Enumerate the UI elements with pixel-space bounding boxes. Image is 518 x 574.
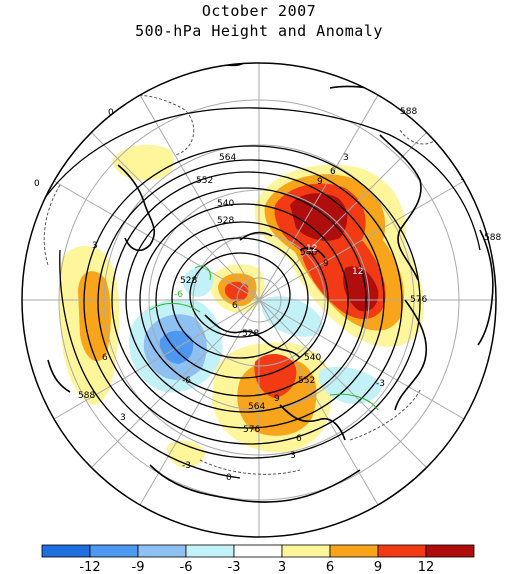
map-disk (22, 63, 496, 537)
anomaly-label: -3 (376, 379, 385, 389)
anomaly-label: 0 (108, 108, 114, 118)
height-label: 552 (298, 376, 315, 386)
colorbar-swatch (425, 544, 475, 558)
height-label: 588 (484, 233, 501, 243)
positive-anomaly-north-america (166, 342, 332, 468)
colorbar-label: 6 (326, 560, 334, 574)
colorbar-swatches (41, 544, 475, 558)
anomaly-label: 6 (232, 301, 238, 311)
height-label: 576 (243, 425, 260, 435)
anomaly-labels: 0 0 0 -3 -6 -6 3 6 3 6 9 12 12 9 9 6 6 3… (34, 108, 385, 483)
colorbar-label: 9 (374, 560, 382, 574)
height-label: 564 (219, 153, 236, 163)
anomaly-label: 3 (290, 451, 296, 461)
height-label: 528 (217, 216, 234, 226)
colorbar-labels: -12 -9 -6 -3 3 6 9 12 (79, 560, 434, 574)
anomaly-label: 6 (102, 353, 108, 363)
colorbar-label: -3 (228, 560, 241, 574)
anomaly-label: -3 (182, 461, 191, 471)
positive-anomaly-alaska (112, 144, 174, 181)
map-title: October 2007 (201, 2, 317, 20)
height-label: 588 (78, 391, 95, 401)
anomaly-label: 3 (92, 241, 98, 251)
height-label: 552 (196, 176, 213, 186)
colorbar-label: 12 (418, 560, 435, 574)
colorbar-label: -9 (132, 560, 145, 574)
anomaly-label: 12 (352, 267, 363, 277)
colorbar-swatch (41, 544, 91, 558)
anomaly-label: 6 (296, 434, 302, 444)
anomaly-label: 9 (323, 259, 329, 269)
colorbar-swatch (281, 544, 331, 558)
colorbar-label: -12 (79, 560, 100, 574)
height-label: 528 (180, 276, 197, 286)
colorbar-swatch (377, 544, 427, 558)
colorbar-swatch (137, 544, 187, 558)
negative-anomaly-contours (149, 265, 379, 411)
height-label: 540 (300, 248, 317, 258)
height-label: 564 (248, 402, 265, 412)
height-label: 576 (410, 295, 427, 305)
colorbar-label: 3 (278, 560, 286, 574)
height-label: 528 (242, 329, 259, 339)
height-contours (39, 107, 496, 479)
anomaly-label: 12 (306, 244, 317, 254)
colorbar-swatch (185, 544, 235, 558)
colorbar-label: -6 (180, 560, 193, 574)
anomaly-label: 3 (120, 413, 126, 423)
anomaly-label: 6 (330, 167, 336, 177)
colorbar-swatch (233, 544, 283, 558)
map-subtitle: 500-hPa Height and Anomaly (135, 22, 383, 40)
anomaly-label: 0 (34, 179, 40, 189)
anomaly-label: -6 (182, 376, 191, 386)
anomaly-label: 0 (226, 473, 232, 483)
anomaly-label: 3 (343, 153, 349, 163)
height-label: 588 (400, 107, 417, 117)
anomaly-label: 9 (274, 394, 280, 404)
anomaly-label: 9 (317, 177, 323, 187)
colorbar-swatch (329, 544, 379, 558)
colorbar-swatch (89, 544, 139, 558)
anomaly-label: -6 (174, 290, 183, 300)
height-label: 540 (304, 353, 321, 363)
height-labels: 564 552 540 528 528 540 552 564 576 576 … (78, 107, 501, 435)
map-border (21, 62, 497, 538)
height-label: 540 (217, 199, 234, 209)
